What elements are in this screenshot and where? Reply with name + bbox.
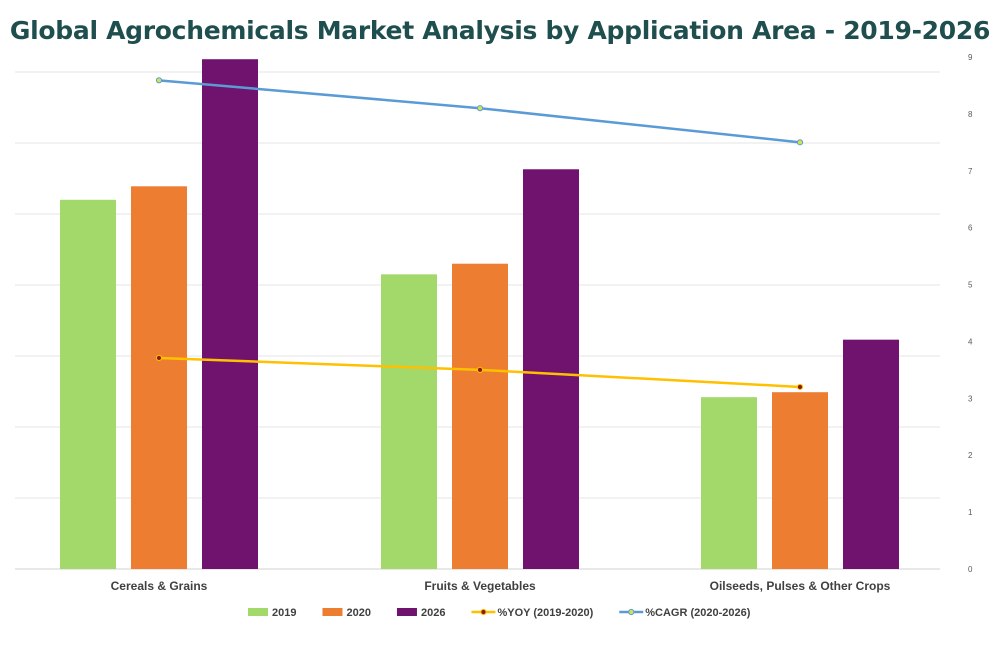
- category-label: Cereals & Grains: [111, 579, 208, 593]
- legend-label: %CAGR (2020-2026): [645, 607, 750, 619]
- bar-2020-0: [131, 186, 187, 569]
- legend-swatch: [322, 608, 343, 616]
- bar-2026-0: [202, 59, 258, 569]
- line-marker: [155, 354, 163, 362]
- legend-marker: [480, 608, 487, 616]
- right-axis-tick: 5: [968, 281, 973, 290]
- legend-label: 2019: [272, 607, 296, 619]
- line-marker: [155, 77, 163, 84]
- legend-label: 2020: [346, 607, 370, 619]
- legend-label: 2026: [421, 607, 445, 619]
- bar-2026-2: [843, 339, 899, 569]
- right-axis-tick: 3: [968, 394, 973, 403]
- line-marker: [476, 366, 484, 373]
- right-axis-tick: 9: [968, 53, 973, 62]
- bar-2019-0: [60, 199, 116, 570]
- legend-label: %YOY (2019-2020): [497, 607, 593, 619]
- bar-2019-1: [381, 274, 437, 569]
- legend-marker: [628, 608, 635, 616]
- category-label: Oilseeds, Pulses & Other Crops: [710, 579, 891, 593]
- right-axis-tick: 7: [968, 167, 973, 176]
- legend-swatch: [248, 608, 268, 616]
- right-axis-tick: 2: [968, 451, 973, 460]
- bar-2026-1: [523, 169, 579, 569]
- category-label: Fruits & Vegetables: [424, 579, 536, 593]
- right-axis-tick: 0: [968, 565, 973, 574]
- legend-swatch: [396, 608, 417, 616]
- right-axis-tick: 1: [968, 508, 973, 517]
- line-marker: [796, 383, 804, 391]
- bar-2020-1: [452, 263, 508, 569]
- bar-2019-2: [701, 397, 757, 569]
- right-axis-tick: 6: [968, 224, 973, 233]
- right-axis-tick: 8: [968, 110, 973, 119]
- bar-2020-2: [772, 392, 828, 569]
- chart-title: Global Agrochemicals Market Analysis by …: [9, 16, 991, 45]
- line-marker: [476, 105, 484, 112]
- line-marker: [796, 139, 804, 146]
- right-axis-tick: 4: [968, 337, 973, 346]
